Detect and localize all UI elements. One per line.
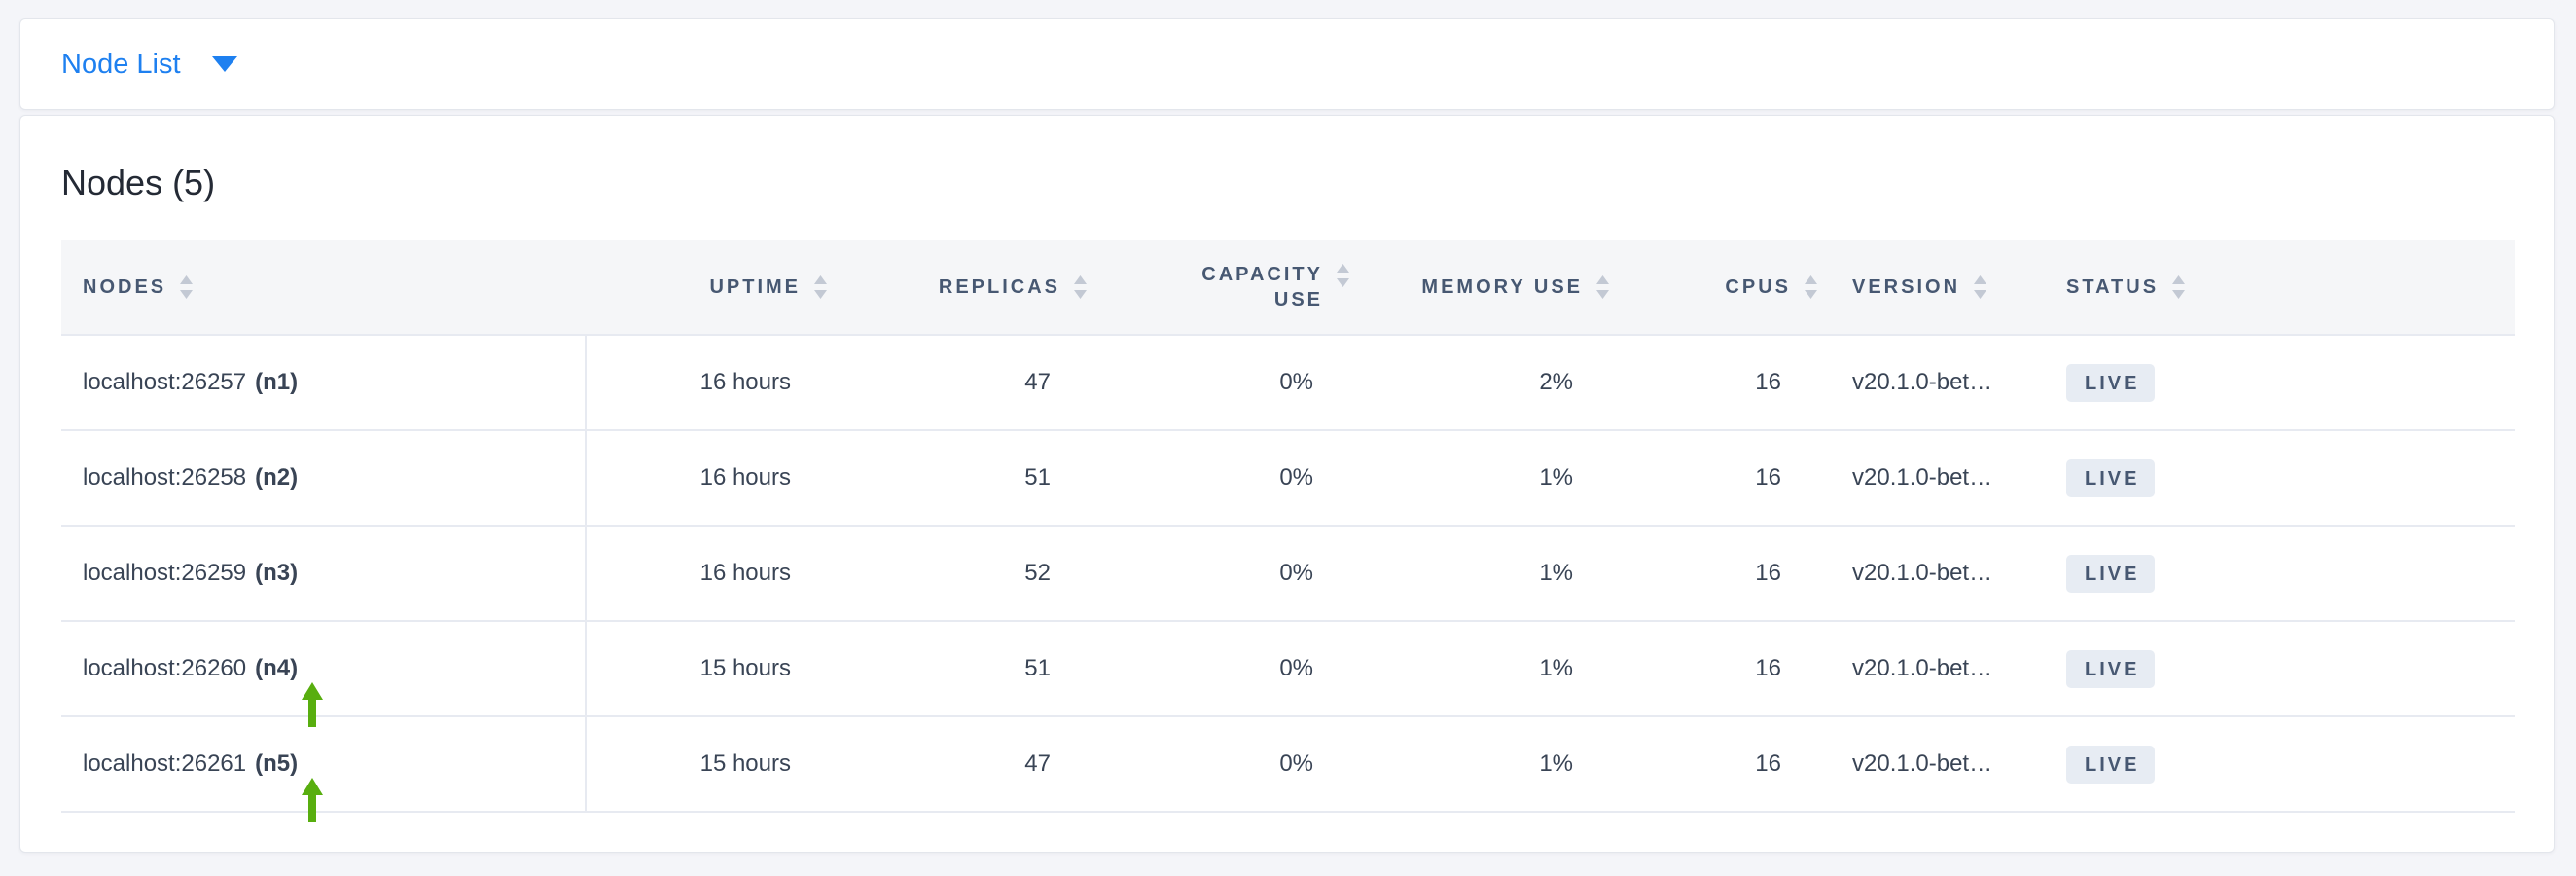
replicas-cell: 47 xyxy=(1024,750,1051,777)
column-header-cpus[interactable]: CPUS xyxy=(1610,240,1818,334)
table-row[interactable]: localhost:26259 (n3) 16 hours 52 0% 1% 16… xyxy=(61,527,2515,622)
version-cell: v20.1.0-bet… xyxy=(1852,560,1993,586)
sort-icon xyxy=(1596,275,1609,299)
status-badge: LIVE xyxy=(2066,458,2156,497)
version-cell: v20.1.0-bet… xyxy=(1852,750,1993,777)
sort-icon xyxy=(2172,275,2186,299)
column-header-status[interactable]: STATUS xyxy=(2062,240,2515,334)
memory-use-cell: 1% xyxy=(1539,464,1573,491)
column-header-memory-use[interactable]: MEMORY USE xyxy=(1350,240,1610,334)
node-address-cell: localhost:26261 (n5) xyxy=(83,750,299,777)
version-cell: v20.1.0-bet… xyxy=(1852,464,1993,491)
column-header-nodes[interactable]: NODES xyxy=(61,240,585,334)
memory-use-cell: 1% xyxy=(1539,655,1573,681)
node-address-cell: localhost:26260 (n4) xyxy=(83,655,299,681)
sort-icon xyxy=(1974,275,1987,299)
view-dropdown[interactable]: Node List xyxy=(61,49,237,81)
cpus-cell: 16 xyxy=(1755,560,1781,586)
capacity-use-cell: 0% xyxy=(1279,560,1313,586)
node-id: (n5) xyxy=(255,750,299,777)
sort-icon xyxy=(1074,275,1087,299)
node-table: NODES UPTIME REPLICAS CAPACITY USE MEMOR… xyxy=(61,240,2515,822)
version-cell: v20.1.0-bet… xyxy=(1852,369,1993,395)
version-cell: v20.1.0-bet… xyxy=(1852,655,1993,681)
cpus-cell: 16 xyxy=(1755,464,1781,491)
column-header-replicas[interactable]: REPLICAS xyxy=(828,240,1088,334)
column-header-version[interactable]: VERSION xyxy=(1818,240,2062,334)
status-badge: LIVE xyxy=(2066,745,2156,784)
nodes-panel: Nodes (5) NODES UPTIME REPLICAS CAPACITY… xyxy=(19,115,2555,853)
memory-use-cell: 1% xyxy=(1539,560,1573,586)
table-row[interactable]: localhost:26260 (n4) 15 hours 51 0% 1% 16… xyxy=(61,622,2515,727)
node-id: (n1) xyxy=(255,369,299,395)
status-cell: LIVE xyxy=(2062,336,2515,429)
cpus-cell: 16 xyxy=(1755,369,1781,395)
replicas-cell: 51 xyxy=(1024,655,1051,681)
memory-use-cell: 1% xyxy=(1539,750,1573,777)
view-selector-bar: Node List xyxy=(19,18,2555,110)
green-up-arrow-icon xyxy=(302,778,323,822)
replicas-cell: 47 xyxy=(1024,369,1051,395)
status-cell: LIVE xyxy=(2062,622,2515,715)
column-header-uptime[interactable]: UPTIME xyxy=(585,240,828,334)
sort-icon xyxy=(1337,264,1349,287)
table-header-row: NODES UPTIME REPLICAS CAPACITY USE MEMOR… xyxy=(61,240,2515,336)
memory-use-cell: 2% xyxy=(1539,369,1573,395)
node-address-cell: localhost:26259 (n3) xyxy=(83,560,299,586)
table-row[interactable]: localhost:26261 (n5) 15 hours 47 0% 1% 16… xyxy=(61,717,2515,822)
sort-icon xyxy=(814,275,827,299)
node-id: (n4) xyxy=(255,655,299,681)
sort-icon xyxy=(1805,275,1817,299)
capacity-use-cell: 0% xyxy=(1279,369,1313,395)
uptime-cell: 16 hours xyxy=(585,527,828,620)
cpus-cell: 16 xyxy=(1755,655,1781,681)
status-badge: LIVE xyxy=(2066,554,2156,593)
status-cell: LIVE xyxy=(2062,717,2515,811)
page-title: Nodes (5) xyxy=(61,163,216,202)
replicas-cell: 52 xyxy=(1024,560,1051,586)
uptime-cell: 15 hours xyxy=(585,717,828,811)
table-row[interactable]: localhost:26258 (n2) 16 hours 51 0% 1% 16… xyxy=(61,431,2515,527)
chevron-down-icon xyxy=(211,56,237,72)
table-row[interactable]: localhost:26257 (n1) 16 hours 47 0% 2% 16… xyxy=(61,336,2515,431)
capacity-use-cell: 0% xyxy=(1279,464,1313,491)
node-id: (n2) xyxy=(255,464,299,491)
green-up-arrow-icon xyxy=(302,682,323,727)
sort-icon xyxy=(180,275,194,299)
view-dropdown-label: Node List xyxy=(61,48,181,80)
node-id: (n3) xyxy=(255,560,299,586)
status-cell: LIVE xyxy=(2062,431,2515,525)
status-badge: LIVE xyxy=(2066,649,2156,688)
node-address-cell: localhost:26258 (n2) xyxy=(83,464,299,491)
node-address-cell: localhost:26257 (n1) xyxy=(83,369,299,395)
status-cell: LIVE xyxy=(2062,527,2515,620)
uptime-cell: 16 hours xyxy=(585,336,828,429)
replicas-cell: 51 xyxy=(1024,464,1051,491)
capacity-use-cell: 0% xyxy=(1279,750,1313,777)
uptime-cell: 15 hours xyxy=(585,622,828,715)
capacity-use-cell: 0% xyxy=(1279,655,1313,681)
column-header-capacity-use[interactable]: CAPACITY USE xyxy=(1088,240,1350,334)
status-badge: LIVE xyxy=(2066,363,2156,402)
cpus-cell: 16 xyxy=(1755,750,1781,777)
uptime-cell: 16 hours xyxy=(585,431,828,525)
